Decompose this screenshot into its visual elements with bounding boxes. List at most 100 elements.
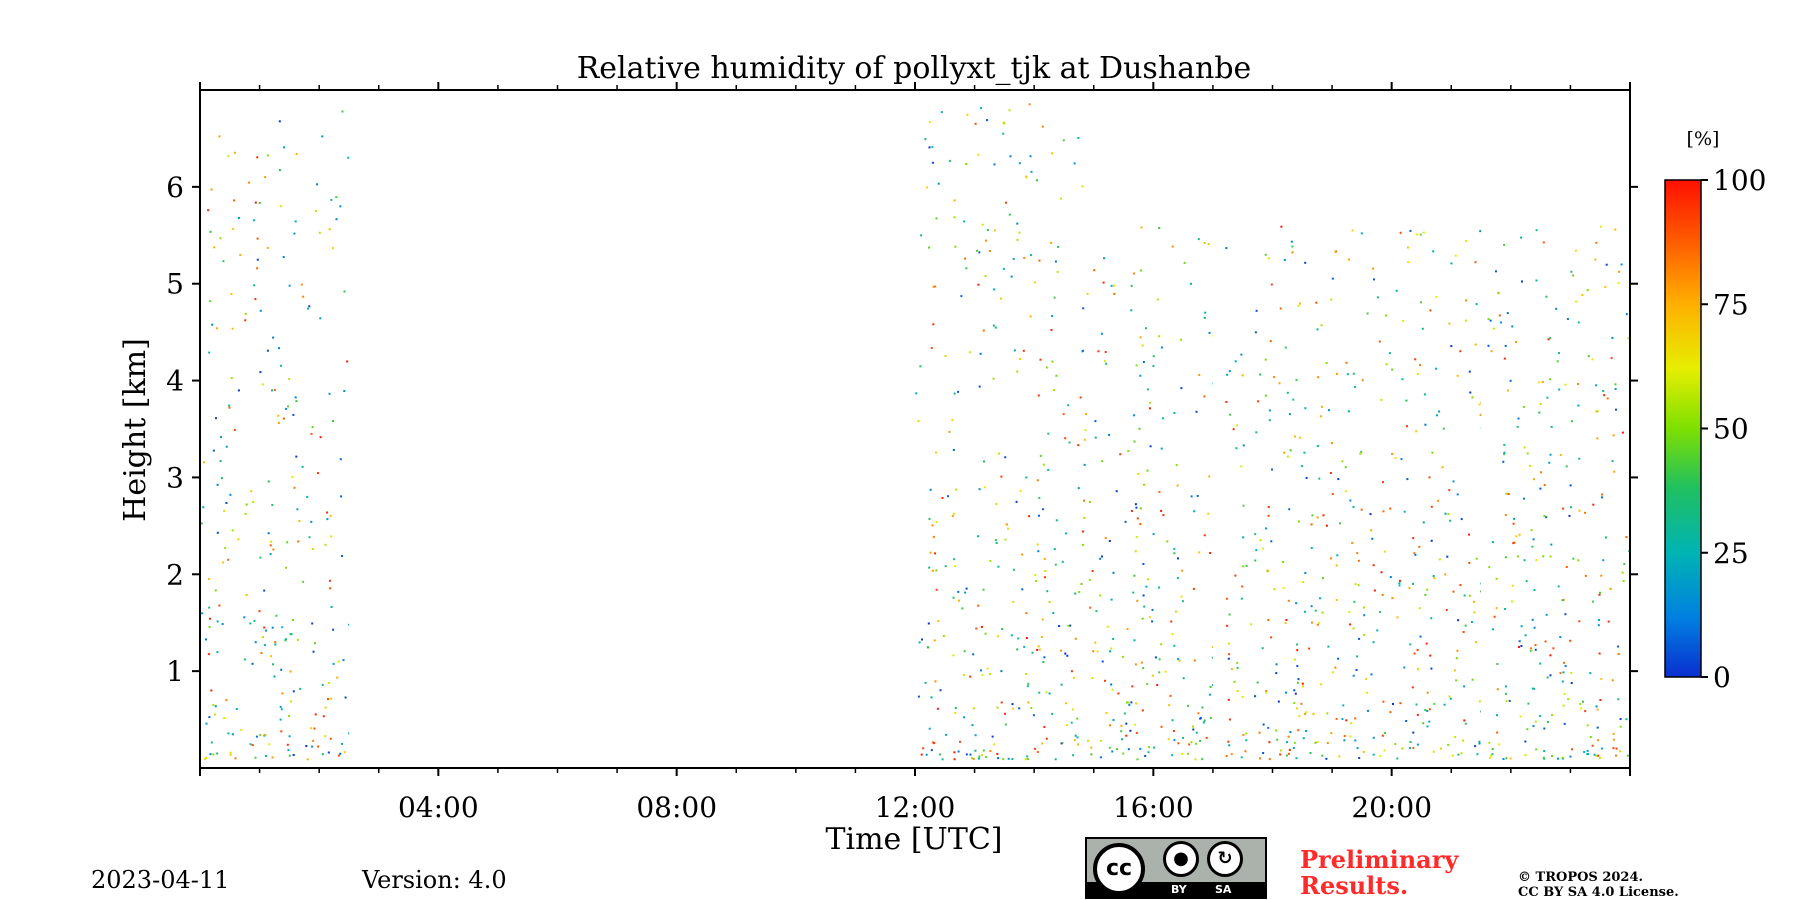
heatmap-cell (295, 763, 301, 768)
heatmap-cell (1153, 472, 1159, 478)
heatmap-cell (1296, 545, 1302, 551)
heatmap-cell (1143, 569, 1150, 575)
heatmap-cell (1191, 554, 1197, 561)
heatmap-cell (328, 714, 335, 721)
heatmap-cell (1110, 574, 1116, 580)
heatmap-cell (338, 700, 344, 706)
heatmap-cell (1329, 671, 1336, 677)
heatmap-cell (1282, 676, 1288, 682)
heatmap-cell (1301, 763, 1307, 768)
heatmap-cell (1291, 448, 1297, 454)
heatmap-cell (247, 763, 254, 768)
heatmap-cell (1024, 700, 1030, 706)
heatmap-cell (238, 642, 244, 648)
heatmap-cell (1248, 656, 1255, 662)
heatmap-cell (1053, 743, 1059, 750)
heatmap-cell (1291, 642, 1297, 648)
heatmap-cell (1282, 477, 1288, 483)
heatmap-cell (1296, 613, 1302, 619)
heatmap-cell (986, 763, 992, 768)
heatmap-cell (1253, 666, 1259, 672)
heatmap-cell (957, 763, 964, 768)
heatmap-cell (1291, 458, 1297, 464)
heatmap-cell (1191, 753, 1197, 759)
heatmap-cell (1258, 554, 1264, 561)
heatmap-cell (1243, 477, 1250, 483)
heatmap-cell (247, 651, 254, 658)
heatmap-cell (238, 700, 244, 706)
heatmap-cell (1296, 729, 1302, 735)
heatmap-cell (1282, 666, 1288, 672)
heatmap-cell (1019, 656, 1026, 662)
heatmap-cell (1272, 535, 1278, 541)
heatmap-cell (1158, 482, 1164, 488)
heatmap-cell (1172, 467, 1178, 474)
heatmap-cell (1100, 574, 1107, 580)
heatmap-cell (1172, 462, 1178, 469)
heatmap-cell (1048, 671, 1054, 677)
heatmap-cell (1329, 695, 1336, 701)
heatmap-cell (209, 714, 215, 721)
heatmap-cell (1115, 603, 1121, 609)
heatmap-cell (1172, 753, 1178, 759)
heatmap-cell (219, 738, 225, 745)
heatmap-cell (1277, 738, 1283, 745)
heatmap-cell (209, 680, 215, 687)
heatmap-cell (1191, 593, 1197, 600)
heatmap-cell (1153, 559, 1159, 566)
heatmap-cell (1301, 511, 1307, 517)
heatmap-cell (1186, 617, 1193, 624)
heatmap-cell (1272, 559, 1278, 566)
heatmap-cell (1053, 758, 1059, 764)
heatmap-cell (1124, 758, 1131, 764)
heatmap-cell (1248, 763, 1255, 768)
heatmap-cell (262, 656, 268, 662)
heatmap-cell (1205, 743, 1212, 750)
heatmap-cell (204, 743, 211, 750)
heatmap-cell (304, 656, 311, 662)
heatmap-cell (333, 719, 339, 725)
heatmap-cell (1263, 492, 1269, 498)
heatmap-cell (200, 748, 206, 754)
heatmap-cell (1324, 685, 1331, 692)
heatmap-cell (1291, 550, 1297, 556)
heatmap-cell (1120, 506, 1126, 512)
heatmap-cell (1162, 666, 1169, 672)
heatmap-cell (1239, 676, 1245, 682)
heatmap-cell (1196, 598, 1202, 604)
heatmap-cell (1253, 700, 1259, 706)
heatmap-cell (1120, 642, 1126, 648)
heatmap-cell (1301, 627, 1307, 633)
heatmap-cell (223, 743, 230, 750)
heatmap-cell (1081, 738, 1088, 745)
heatmap-cell (1324, 501, 1331, 507)
heatmap-cell (1177, 656, 1183, 662)
heatmap-cell (1120, 525, 1126, 532)
heatmap-cell (295, 680, 301, 687)
heatmap-cell (1167, 516, 1173, 522)
heatmap-cell (1129, 617, 1135, 624)
heatmap-cell (1243, 738, 1250, 745)
heatmap-cell (257, 705, 263, 711)
heatmap-cell (1181, 448, 1188, 454)
heatmap-cell (1120, 700, 1126, 706)
heatmap-cell (1329, 753, 1336, 759)
heatmap-cell (1324, 545, 1331, 551)
heatmap-cell (1324, 651, 1331, 658)
heatmap-cell (1320, 501, 1326, 507)
heatmap-cell (204, 598, 211, 604)
heatmap-cell (1239, 666, 1245, 672)
heatmap-cell (1320, 467, 1326, 474)
heatmap-cell (1243, 661, 1250, 667)
heatmap-cell (1296, 714, 1302, 721)
heatmap-cell (242, 622, 249, 629)
heatmap-cell (223, 608, 230, 614)
heatmap-cell (1201, 642, 1207, 648)
heatmap-cell (1072, 709, 1078, 716)
heatmap-cell (1286, 738, 1293, 745)
heatmap-cell (1120, 501, 1126, 507)
heatmap-cell (285, 738, 292, 745)
heatmap-cell (1282, 545, 1288, 551)
heatmap-cell (1191, 511, 1197, 517)
heatmap-cell (1191, 700, 1197, 706)
